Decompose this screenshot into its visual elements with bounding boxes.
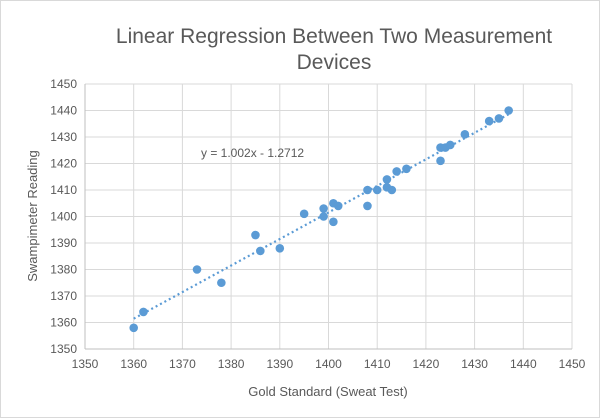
y-tick-label: 1390 — [50, 236, 77, 250]
y-tick-label: 1410 — [50, 183, 77, 197]
x-tick-label: 1380 — [218, 357, 245, 371]
chart-title-line-1: Linear Regression Between Two Measuremen… — [116, 25, 552, 48]
x-tick-label: 1360 — [120, 357, 147, 371]
data-point — [392, 167, 401, 176]
x-tick-label: 1400 — [315, 357, 342, 371]
data-point — [129, 323, 138, 333]
x-axis-label: Gold Standard (Sweat Test) — [248, 384, 407, 399]
data-point — [139, 307, 148, 317]
gridlines — [84, 83, 573, 350]
data-point — [494, 114, 504, 123]
x-tick-label: 1370 — [169, 357, 196, 371]
data-point — [460, 130, 470, 139]
data-point — [251, 230, 260, 240]
y-tick-label: 1420 — [50, 157, 77, 171]
data-point — [363, 185, 372, 195]
data-point — [504, 106, 513, 115]
trendline-equation: y = 1.002x - 1.2712 — [201, 146, 304, 160]
data-points — [129, 106, 513, 333]
y-axis-label: Swampimeter Reading — [25, 150, 40, 282]
x-tick-label: 1430 — [461, 357, 488, 371]
x-tick-label: 1390 — [266, 357, 293, 371]
data-point — [256, 246, 265, 256]
data-point — [319, 204, 328, 213]
y-tick-label: 1450 — [50, 77, 77, 91]
data-point — [275, 244, 285, 253]
y-tick-label: 1380 — [50, 263, 77, 277]
y-tick-label: 1400 — [50, 210, 77, 224]
x-tick-label: 1450 — [559, 357, 586, 371]
y-tick-label: 1430 — [50, 130, 77, 144]
data-point — [372, 185, 382, 195]
y-tick-label: 1440 — [50, 104, 77, 118]
data-point — [484, 116, 494, 126]
y-tick-label: 1360 — [50, 316, 77, 330]
x-tick-label: 1350 — [72, 357, 99, 371]
data-point — [217, 278, 226, 288]
data-point — [402, 164, 411, 174]
data-point — [319, 212, 328, 221]
data-point — [299, 209, 309, 219]
tick-labels: 1350 1360 1370 1380 1390 1400 1410 1420 1430 1440… — [50, 77, 585, 371]
data-point — [387, 185, 397, 195]
x-tick-label: 1410 — [364, 357, 391, 371]
y-tick-label: 1350 — [50, 342, 77, 356]
x-tick-label: 1440 — [510, 357, 537, 371]
chart-title-line-2: Devices — [297, 51, 372, 74]
y-tick-label: 1370 — [50, 289, 77, 303]
data-point — [192, 265, 202, 274]
data-point — [333, 201, 343, 211]
x-tick-label: 1420 — [413, 357, 440, 371]
data-point — [382, 175, 392, 184]
data-point — [445, 140, 455, 150]
data-point — [363, 201, 372, 211]
data-point — [436, 156, 445, 166]
data-point — [329, 217, 338, 227]
